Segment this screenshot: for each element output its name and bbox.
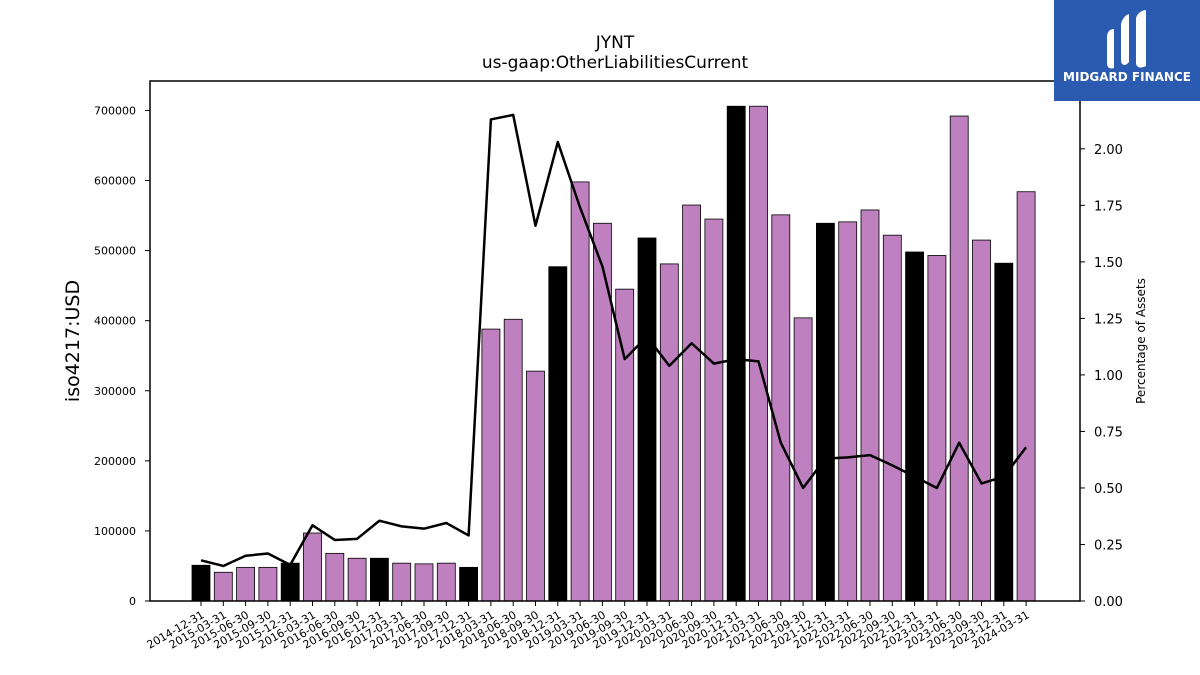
- y-tick-label: 700000: [94, 104, 136, 117]
- bar: [994, 262, 1014, 602]
- bar: [882, 234, 902, 602]
- bar: [459, 566, 479, 602]
- bar: [593, 222, 612, 602]
- bar: [392, 562, 412, 602]
- bar: [816, 222, 835, 602]
- y-axis-right: 0.00 0.25 0.50 0.75 1.00 1.25 1.50 1.75 2.00: [1080, 143, 1123, 610]
- percent-line-group: [200, 113, 1028, 568]
- bar: [905, 251, 924, 602]
- bar: [526, 370, 545, 602]
- y2-tick-label: 0.50: [1094, 482, 1123, 497]
- bar: [236, 566, 256, 602]
- y2-tick-label: 0.00: [1094, 595, 1123, 610]
- y2-tick-label: 1.00: [1094, 369, 1123, 384]
- y2-tick-label: 1.75: [1094, 199, 1123, 214]
- bar-group: [191, 105, 1036, 602]
- y-tick-label: 400000: [94, 315, 136, 328]
- y2-tick-label: 0.25: [1094, 538, 1123, 553]
- bar: [927, 255, 947, 602]
- bar: [481, 328, 501, 602]
- y2-tick-label: 1.50: [1094, 256, 1123, 271]
- bar: [258, 566, 278, 602]
- bar: [303, 532, 322, 602]
- y-tick-label: 500000: [94, 245, 136, 258]
- brand-logo: MIDGARD FINANCE: [1054, 0, 1200, 101]
- y2-tick-label: 0.75: [1094, 425, 1123, 440]
- bar: [414, 563, 434, 602]
- logo-mark-icon: [1107, 10, 1146, 69]
- bar: [548, 266, 568, 602]
- bar: [972, 239, 991, 602]
- bar: [771, 214, 791, 602]
- y2-tick-label: 2.00: [1094, 143, 1123, 158]
- bar: [659, 263, 679, 602]
- bar: [369, 557, 389, 602]
- bar: [793, 317, 813, 602]
- y-axis-label: iso4217:USD: [62, 280, 84, 402]
- bar: [1016, 191, 1036, 602]
- bar: [325, 552, 345, 602]
- bar: [860, 209, 880, 602]
- chart-title: JYNT: [595, 33, 635, 53]
- bar: [570, 181, 590, 602]
- percent-of-assets-line: [200, 113, 1028, 568]
- y-tick-label: 600000: [94, 175, 136, 188]
- y-tick-label: 200000: [94, 455, 136, 468]
- y-tick-label: 0: [129, 595, 136, 608]
- bar: [436, 562, 456, 602]
- bar: [280, 562, 300, 602]
- y2-axis-label: Percentage of Assets: [1134, 278, 1148, 404]
- bar: [949, 115, 969, 602]
- y2-tick-label: 1.25: [1094, 312, 1123, 327]
- y-axis-left: 0 100000 200000 300000 400000 500000 600000 700…: [94, 104, 150, 608]
- bar: [347, 557, 367, 602]
- bar: [637, 237, 657, 602]
- y-tick-label: 300000: [94, 385, 136, 398]
- bar: [726, 105, 746, 602]
- bar: [838, 221, 858, 602]
- bar: [191, 564, 211, 602]
- bar: [682, 204, 701, 602]
- bar: [704, 218, 724, 602]
- logo-wordmark: MIDGARD FINANCE: [1063, 70, 1191, 84]
- chart-subtitle: us-gaap:OtherLiabilitiesCurrent: [482, 53, 749, 73]
- bar: [213, 571, 233, 602]
- bar: [503, 318, 523, 602]
- plot-frame: [149, 80, 1081, 602]
- bar: [749, 105, 768, 602]
- y-tick-label: 100000: [94, 525, 136, 538]
- x-axis: 2014-12-312015-03-312015-06-302015-09-30…: [145, 601, 1032, 652]
